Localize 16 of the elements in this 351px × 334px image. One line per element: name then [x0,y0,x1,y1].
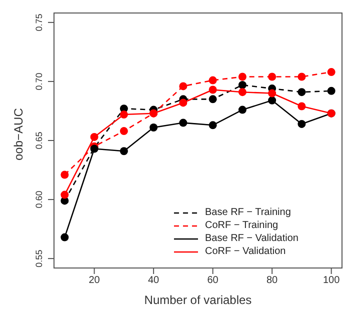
legend-label: Base RF − Validation [205,232,298,245]
x-axis-title: Number of variables [144,293,252,307]
legend-label: Base RF − Training [205,206,291,219]
y-tick-label: 0.60 [34,190,44,208]
y-axis-title: oob−AUC [11,108,26,160]
x-tick-label: 100 [322,275,340,286]
x-tick-label: 60 [207,275,219,286]
x-tick-label: 80 [266,275,278,286]
legend-label: CoRF − Training [205,219,278,232]
y-tick-label: 0.75 [34,14,44,32]
y-tick-label: 0.70 [34,72,44,90]
x-tick-label: 40 [148,275,160,286]
y-tick-label: 0.65 [34,132,44,150]
y-tick-label: 0.55 [34,250,44,268]
x-tick-label: 20 [88,275,100,286]
legend-label: CoRF − Validation [205,245,286,258]
